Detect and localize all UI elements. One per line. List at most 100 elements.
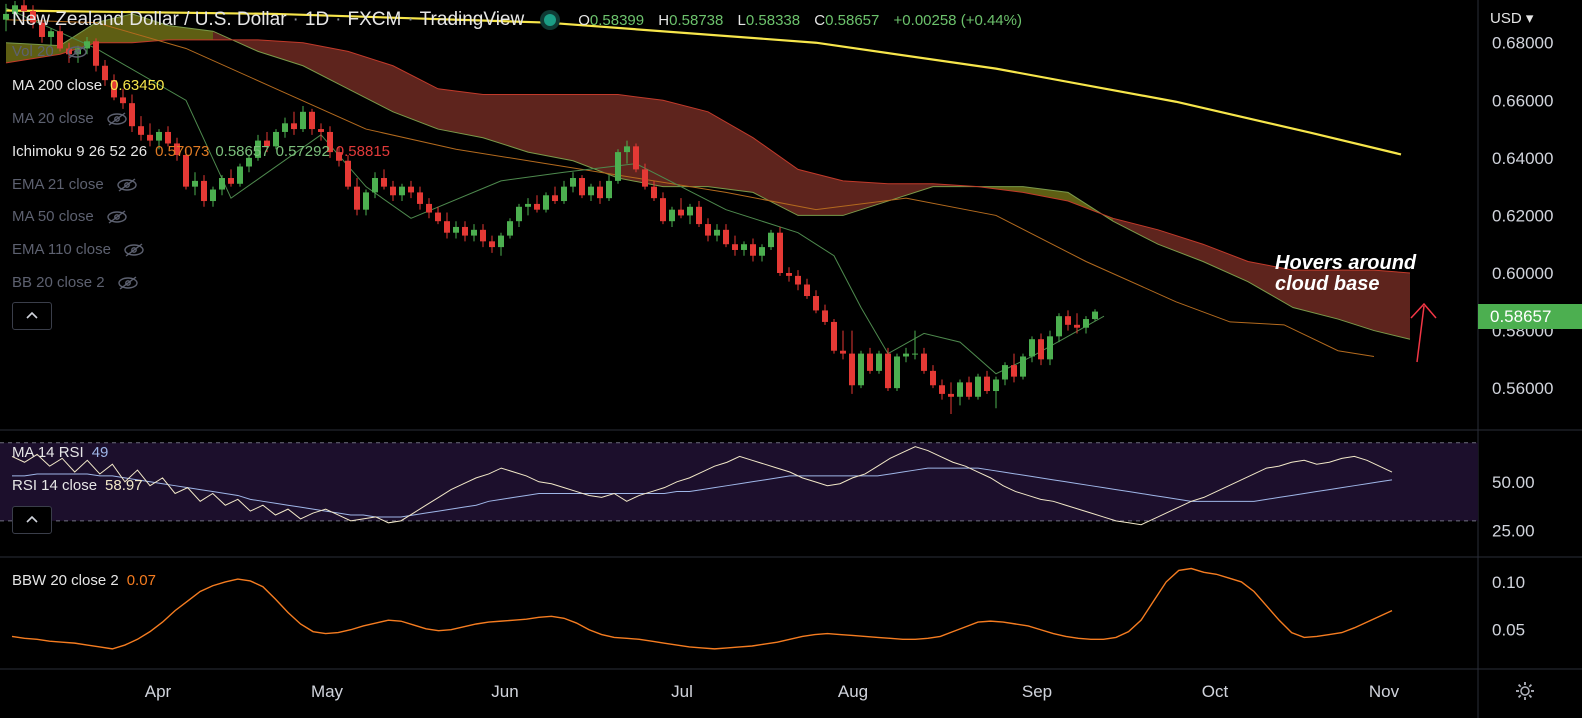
candle-body: [426, 203, 432, 213]
candle-body: [975, 376, 981, 397]
candle: [84, 36, 90, 55]
hidden-eye-icon[interactable]: [106, 209, 128, 224]
hidden-eye-icon[interactable]: [116, 177, 138, 192]
candle: [480, 224, 486, 248]
candle-body: [1020, 356, 1026, 377]
candle-body: [444, 221, 450, 233]
currency-selector[interactable]: USD ▾: [1490, 10, 1534, 27]
bbw-legend[interactable]: BBW 20 close 2 0.07: [12, 572, 156, 589]
candle-body: [174, 143, 180, 155]
candle: [255, 134, 261, 161]
candle-body: [939, 385, 945, 394]
price-tick-label: 0.68000: [1492, 34, 1553, 53]
candle: [390, 180, 396, 202]
candle: [192, 172, 198, 196]
candle-body: [660, 198, 666, 222]
candle-body: [948, 393, 954, 397]
candle: [111, 74, 117, 101]
candle: [408, 180, 414, 199]
legend-ma-20-close[interactable]: MA 20 close: [12, 110, 128, 127]
candle: [471, 224, 477, 242]
rsi-legend[interactable]: RSI 14 close 58.97: [12, 477, 143, 494]
candle-body: [507, 221, 513, 236]
candle: [1002, 362, 1008, 386]
legend-ichimoku-9-26-52-26[interactable]: Ichimoku 9 26 52 26 0.57073 0.58657 0.57292…: [12, 143, 391, 160]
market-status-icon[interactable]: [544, 14, 557, 26]
candle-body: [138, 126, 144, 135]
candle-body: [210, 189, 216, 202]
cloud-segment: [1338, 270, 1374, 331]
price-axis[interactable]: 0.680000.660000.640000.620000.600000.580…: [1492, 34, 1553, 640]
candle: [453, 221, 459, 239]
candle-body: [516, 206, 522, 222]
legend-ema-110-close[interactable]: EMA 110 close: [12, 241, 145, 258]
hidden-eye-icon[interactable]: [66, 44, 88, 59]
candle: [120, 88, 126, 109]
hidden-eye-icon[interactable]: [123, 242, 145, 257]
rsi-pane: [0, 442, 1478, 526]
ma200-line: [5, 9, 1402, 156]
candle-body: [48, 31, 54, 37]
candle: [282, 117, 288, 138]
collapse-rsi-legend-button[interactable]: [12, 506, 52, 534]
legend-ema-21-close[interactable]: EMA 21 close: [12, 176, 138, 193]
chart-annotation[interactable]: Hovers around cloud base: [1275, 252, 1417, 295]
candle-body: [876, 353, 882, 371]
candle: [993, 376, 999, 409]
interval-label[interactable]: 1D: [304, 9, 330, 30]
rsi-ma-legend[interactable]: MA 14 RSI 49: [12, 444, 109, 461]
candle-body: [453, 226, 459, 233]
cloud-segment: [1158, 229, 1203, 262]
candle: [237, 163, 243, 187]
candle-body: [39, 22, 45, 37]
hidden-eye-icon[interactable]: [117, 275, 139, 290]
candle: [930, 365, 936, 389]
candle: [264, 131, 270, 153]
candle: [516, 203, 522, 227]
cloud-segment: [6, 42, 60, 63]
candle-body: [705, 224, 711, 236]
candle: [750, 238, 756, 262]
time-axis[interactable]: Apr May Jun Jul Aug Sep Oct Nov: [145, 682, 1400, 701]
rsi-tick-label: 50.00: [1492, 473, 1535, 492]
candle: [399, 183, 405, 202]
cloud-segment: [663, 100, 708, 187]
change-value: +0.00258 (+0.44%): [893, 11, 1022, 29]
time-tick-label: Nov: [1369, 682, 1400, 701]
candle: [57, 25, 63, 52]
candle-body: [327, 131, 333, 153]
candle: [39, 16, 45, 43]
legend-bb-20-close-2[interactable]: BB 20 close 2: [12, 274, 139, 291]
candle-body: [462, 226, 468, 236]
candle-body: [1038, 339, 1044, 360]
legend-ma-50-close[interactable]: MA 50 close: [12, 208, 128, 225]
legend-ma-200-close[interactable]: MA 200 close 0.63450: [12, 77, 165, 94]
candle-body: [714, 229, 720, 236]
candle-body: [111, 80, 117, 98]
symbol-title[interactable]: New Zealand Dollar / U.S. Dollar: [12, 9, 287, 30]
candle-body: [471, 229, 477, 236]
senkou-span-b: [5, 39, 1411, 274]
candle-body: [885, 353, 891, 389]
ohlc-readout: O0.58399 H0.58738 L0.58338 C0.58657 +0.0…: [578, 11, 1022, 29]
settings-gear-icon[interactable]: [1514, 680, 1536, 702]
candle-body: [129, 103, 135, 127]
cloud-segment: [1293, 270, 1338, 320]
candlestick-series[interactable]: [3, 0, 1098, 415]
candle-body: [480, 229, 486, 242]
candle-body: [156, 131, 162, 141]
candle-body: [804, 284, 810, 297]
candle-body: [201, 180, 207, 202]
candle-body: [813, 296, 819, 311]
legend-vol-20[interactable]: Vol 20: [12, 43, 88, 60]
candle-body: [273, 131, 279, 147]
candle-body: [570, 178, 576, 187]
cloud-segment: [708, 111, 753, 193]
collapse-legend-button[interactable]: [12, 302, 52, 330]
candle-body: [552, 195, 558, 202]
candle: [570, 172, 576, 193]
candle-body: [606, 180, 612, 199]
candle-body: [840, 350, 846, 354]
hidden-eye-icon[interactable]: [106, 111, 128, 126]
candle: [309, 108, 315, 135]
